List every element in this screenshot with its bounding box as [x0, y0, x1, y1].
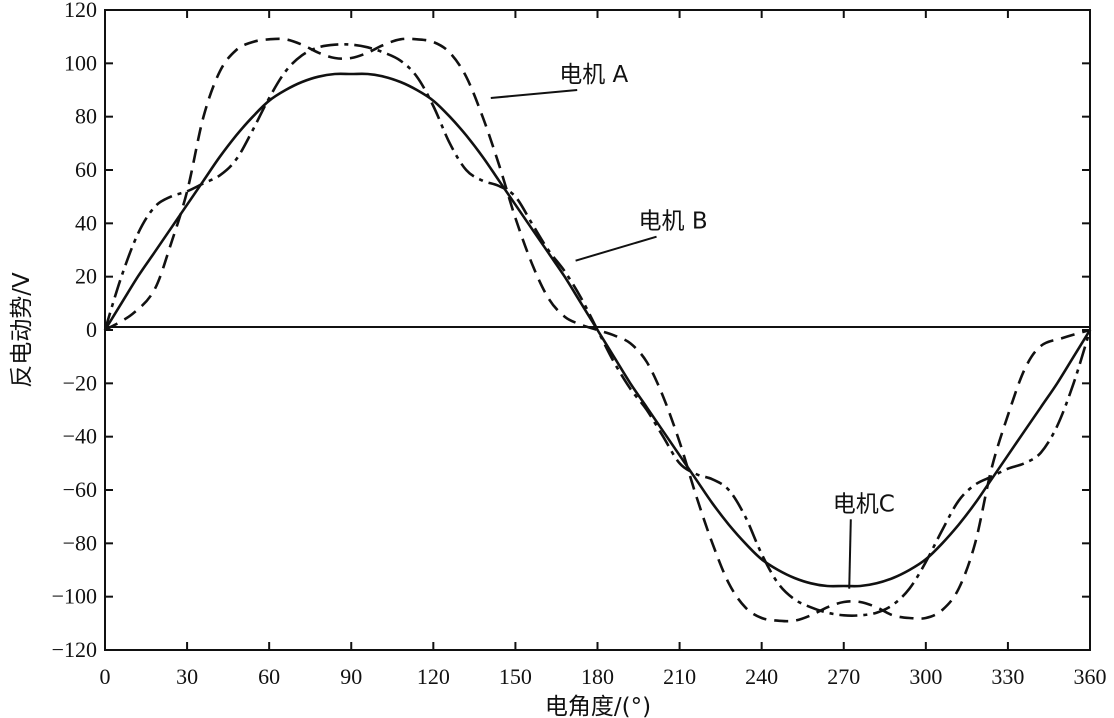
x-axis-title: 电角度/(°) — [545, 694, 651, 718]
y-tick-label: 40 — [75, 210, 97, 235]
y-tick-label: −80 — [63, 530, 97, 555]
x-tick-label: 0 — [100, 664, 111, 689]
y-axis-title: 反电动势/V — [9, 272, 35, 388]
y-tick-label: 100 — [64, 50, 97, 75]
y-tick-label: 80 — [75, 104, 97, 129]
y-tick-label: −20 — [63, 370, 97, 395]
y-tick-label: −40 — [63, 424, 97, 449]
series-line-C — [103, 72, 1092, 588]
x-tick-label: 120 — [417, 664, 450, 689]
x-tick-label: 90 — [340, 664, 362, 689]
annotations: 电机 A 电机 B 电机C — [490, 62, 895, 589]
x-tick-label: 270 — [827, 664, 860, 689]
annotation-label-A: 电机 A — [559, 62, 628, 88]
x-tick-label: 150 — [499, 664, 532, 689]
y-tick-label: 0 — [86, 317, 97, 342]
x-tick-label: 210 — [663, 664, 696, 689]
y-tick-label: 20 — [75, 264, 97, 289]
y-tick-label: −120 — [52, 637, 97, 662]
annotation-leader-B — [575, 235, 657, 262]
annotation-label-B: 电机 B — [639, 209, 708, 235]
x-tick-label: 60 — [258, 664, 280, 689]
series-line-A — [104, 37, 1091, 623]
y-tick-label: 120 — [64, 0, 97, 22]
x-tick-label: 360 — [1074, 664, 1107, 689]
series-lines — [103, 37, 1092, 623]
x-tick-label: 300 — [909, 664, 942, 689]
axis-ticks: 0 30 60 90 120 150 180 210 240 270 300 330 360 120 100… — [52, 0, 1107, 689]
x-tick-label: 240 — [745, 664, 778, 689]
y-tick-label: −60 — [63, 477, 97, 502]
x-tick-label: 180 — [581, 664, 614, 689]
annotation-label-C: 电机C — [833, 491, 895, 517]
y-tick-label: −100 — [52, 584, 97, 609]
annotation-leader-A — [490, 89, 578, 99]
x-tick-label: 30 — [176, 664, 198, 689]
x-tick-label: 330 — [991, 664, 1024, 689]
y-tick-label: 60 — [75, 157, 97, 182]
annotation-leader-C — [848, 519, 852, 589]
